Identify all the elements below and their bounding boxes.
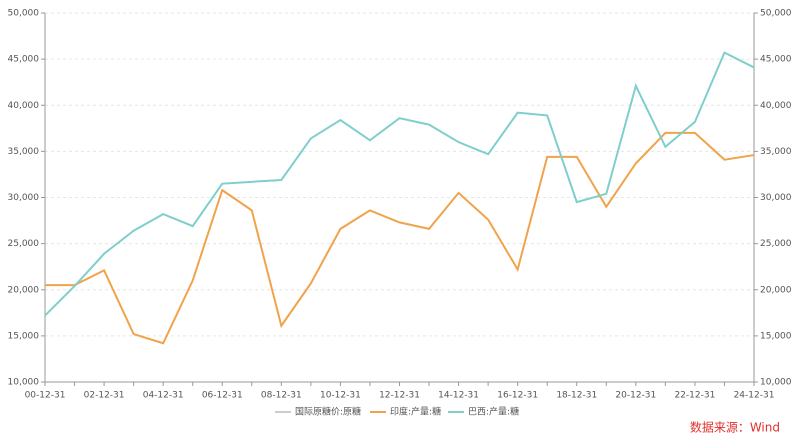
x-tick-label: 16-12-31 <box>497 391 538 401</box>
y-tick-label: 50,000 <box>8 9 40 19</box>
series-line <box>45 131 755 345</box>
x-tick-label: 18-12-31 <box>556 391 597 401</box>
y-tick-label: 35,000 <box>8 147 40 157</box>
legend-label: 印度:产量:糖 <box>390 406 441 418</box>
x-tick-label: 12-12-31 <box>379 391 420 401</box>
y2-tick-label: 40,000 <box>760 101 792 111</box>
x-tick-label: 02-12-31 <box>84 391 125 401</box>
y-tick-label: 25,000 <box>8 239 40 249</box>
y2-tick-label: 10,000 <box>760 378 792 388</box>
y-tick-label: 15,000 <box>8 331 40 341</box>
x-tick-label: 14-12-31 <box>438 391 479 401</box>
y-tick-label: 45,000 <box>8 55 40 65</box>
y2-tick-label: 15,000 <box>760 331 792 341</box>
x-tick-label: 04-12-31 <box>143 391 184 401</box>
y-tick-label: 40,000 <box>8 101 40 111</box>
x-tick-label: 24-12-31 <box>734 391 775 401</box>
y2-tick-label: 35,000 <box>760 147 792 157</box>
x-tick-label: 22-12-31 <box>674 391 715 401</box>
y2-tick-label: 50,000 <box>760 9 792 19</box>
x-tick-label: 08-12-31 <box>261 391 302 401</box>
y-tick-label: 30,000 <box>8 193 40 203</box>
x-tick-label: 20-12-31 <box>615 391 656 401</box>
x-tick-label: 10-12-31 <box>320 391 361 401</box>
y2-tick-label: 25,000 <box>760 239 792 249</box>
legend-label: 国际原糖价:原糖 <box>295 406 361 418</box>
x-tick-label: 00-12-31 <box>25 391 66 401</box>
y2-tick-label: 45,000 <box>760 55 792 65</box>
series-line <box>44 51 755 317</box>
y2-tick-label: 20,000 <box>760 285 792 295</box>
y2-tick-label: 30,000 <box>760 193 792 203</box>
x-tick-label: 06-12-31 <box>202 391 243 401</box>
y-tick-label: 20,000 <box>8 285 40 295</box>
source-note: 数据来源：Wind <box>690 420 780 435</box>
legend-label: 巴西:产量:糖 <box>468 406 519 418</box>
y-tick-label: 10,000 <box>8 378 40 388</box>
